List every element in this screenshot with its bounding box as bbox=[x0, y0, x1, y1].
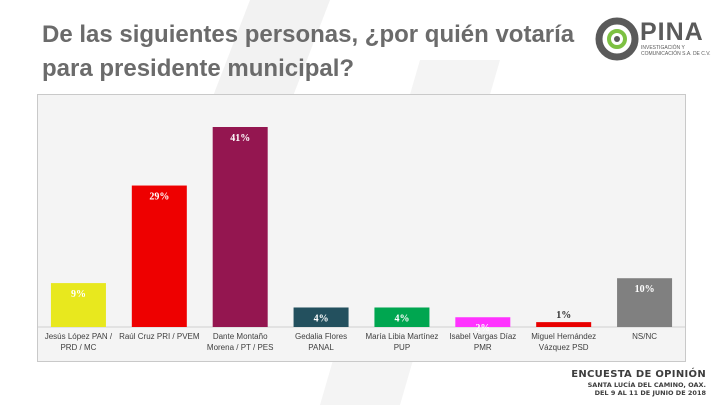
bar-1 bbox=[131, 185, 187, 327]
data-label-3: 4% bbox=[314, 313, 329, 324]
logo-name: PINA bbox=[640, 18, 704, 46]
bar-6 bbox=[536, 322, 592, 327]
page-title: De las siguientes personas, ¿por quién v… bbox=[42, 18, 582, 86]
category-label-1-0: Raúl Cruz PRI / PVEM bbox=[119, 332, 200, 341]
bar-4 bbox=[374, 307, 430, 327]
bar-2 bbox=[212, 127, 268, 327]
data-label-2: 41% bbox=[230, 133, 250, 144]
survey-footer: ENCUESTA DE OPINIÓN SANTA LUCÍA DEL CAMI… bbox=[571, 369, 706, 397]
category-label-5-1: PMR bbox=[474, 343, 492, 352]
bar-7 bbox=[617, 278, 673, 327]
data-label-5: 2% bbox=[475, 323, 490, 334]
category-label-6-0: Miguel Hernández bbox=[531, 332, 596, 341]
category-label-0-1: PRD / MC bbox=[60, 343, 96, 352]
data-label-1: 29% bbox=[149, 192, 169, 203]
data-label-6: 1% bbox=[556, 310, 571, 321]
bar-3 bbox=[293, 307, 349, 327]
category-label-4-0: María Libia Martínez bbox=[365, 332, 438, 341]
category-label-7-0: NS/NC bbox=[632, 332, 657, 341]
category-label-2-1: Morena / PT / PES bbox=[207, 343, 274, 352]
data-label-4: 4% bbox=[394, 313, 409, 324]
category-label-4-1: PUP bbox=[394, 343, 410, 352]
footer-title: ENCUESTA DE OPINIÓN bbox=[571, 369, 706, 380]
category-label-3-0: Gedalia Flores bbox=[295, 332, 347, 341]
bar-5 bbox=[455, 317, 511, 327]
bar-chart: 9% Jesús López PAN / PRD / MC 29% Raúl Cruz … bbox=[38, 127, 685, 352]
data-label-0: 9% bbox=[71, 289, 86, 300]
category-label-6-1: Vázquez PSD bbox=[539, 343, 589, 352]
footer-dates: DEL 9 AL 11 DE JUNIO DE 2018 bbox=[594, 389, 706, 397]
category-label-5-0: Isabel Vargas Díaz bbox=[449, 332, 516, 341]
logo-subtitle: Investigación y Comunicación S.A. de C.V… bbox=[641, 45, 711, 57]
footer-location: SANTA LUCÍA DEL CAMINO, OAX. bbox=[587, 381, 706, 389]
chart-area: 9% Jesús López PAN / PRD / MC 29% Raúl Cruz … bbox=[37, 94, 686, 362]
title-line-2: para presidente municipal? bbox=[42, 55, 355, 82]
bar-0 bbox=[50, 283, 106, 327]
category-label-0-0: Jesús López PAN / bbox=[45, 332, 113, 341]
category-label-2-0: Dante Montaño bbox=[213, 332, 268, 341]
data-label-7: 10% bbox=[635, 284, 655, 295]
pina-logo-icon bbox=[595, 17, 639, 61]
title-line-1: De las siguientes personas, ¿por quién v… bbox=[42, 21, 575, 48]
category-label-3-1: PANAL bbox=[308, 343, 334, 352]
